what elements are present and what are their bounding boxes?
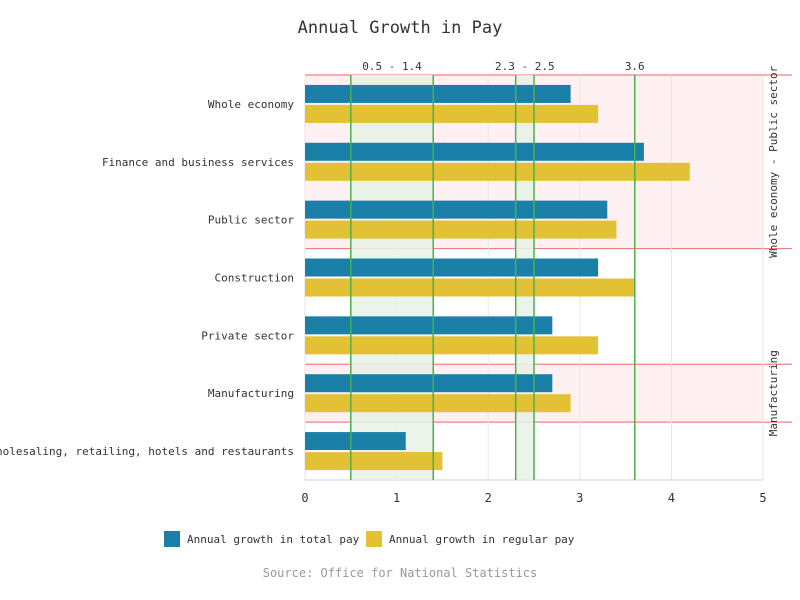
category-label: Construction [215, 272, 294, 285]
bar [305, 336, 599, 355]
bar [305, 142, 644, 161]
bar [305, 432, 406, 451]
category-label: Manufacturing [208, 387, 294, 400]
bar [305, 200, 608, 219]
category-label: Whole economy [208, 98, 294, 111]
x-tick-label: 1 [393, 491, 400, 505]
bar [305, 104, 599, 123]
category-band-label: Whole economy - Public sector [767, 65, 780, 257]
category-label: Private sector [201, 329, 294, 342]
x-tick-label: 4 [668, 491, 675, 505]
value-band [350, 75, 434, 480]
value-band-label: 0.5 - 1.4 [362, 60, 422, 73]
bars [305, 84, 690, 471]
category-label: Finance and business services [102, 156, 294, 169]
legend: Annual growth in total pay Annual growth … [164, 531, 575, 547]
category-label: Public sector [208, 214, 294, 227]
x-tick-label: 0 [301, 491, 308, 505]
bar [305, 452, 443, 471]
labels: Whole economy - Public sector Manufacturi… [0, 60, 780, 505]
bar [305, 394, 571, 413]
chart-title: Annual Growth in Pay [298, 18, 503, 38]
x-tick-label: 3 [576, 491, 583, 505]
bar [305, 84, 571, 103]
bar [305, 316, 553, 335]
reference-lines [350, 75, 636, 480]
bar [305, 220, 617, 239]
x-tick-label: 5 [759, 491, 766, 505]
bar [305, 258, 599, 277]
legend-swatch [164, 531, 180, 547]
bar [305, 162, 690, 181]
legend-label: Annual growth in total pay [187, 533, 360, 546]
value-band [515, 75, 534, 480]
legend-label: Annual growth in regular pay [389, 533, 575, 546]
category-band-label: Manufacturing [767, 350, 780, 436]
x-tick-label: 2 [485, 491, 492, 505]
category-label: Wholesaling, retailing, hotels and resta… [0, 445, 294, 458]
value-band-label: 2.3 - 2.5 [495, 60, 555, 73]
bar [305, 374, 553, 393]
value-line-label: 3.6 [625, 60, 645, 73]
bar [305, 278, 635, 297]
legend-swatch [366, 531, 382, 547]
source-note: Source: Office for National Statistics [263, 566, 538, 580]
